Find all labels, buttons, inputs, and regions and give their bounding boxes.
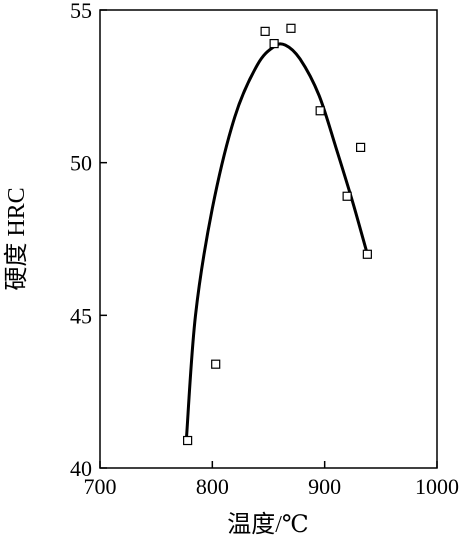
data-points-layer (183, 23, 372, 446)
data-point (342, 191, 352, 201)
fit-curve-line (185, 42, 369, 439)
ticks-layer: 700 800 900 1000 40 45 50 55 (70, 0, 459, 499)
x-axis-label: 温度/℃ (227, 511, 309, 538)
plot-frame (99, 9, 438, 469)
y-tick-label: 40 (70, 456, 92, 481)
data-point (269, 38, 279, 49)
data-point (315, 106, 325, 116)
y-axis-label: 硬度 HRC (3, 187, 30, 290)
data-point (211, 359, 221, 369)
x-tick-label: 900 (308, 474, 341, 499)
y-tick-label: 50 (70, 151, 92, 176)
data-point (260, 26, 270, 36)
data-point (356, 142, 366, 152)
fit-curve-layer (185, 42, 369, 439)
x-tick-label: 700 (84, 474, 117, 499)
x-tick-label: 1000 (415, 474, 459, 499)
data-point (362, 249, 372, 259)
x-tick-label: 800 (196, 474, 229, 499)
data-point (286, 23, 296, 33)
y-tick-label: 55 (70, 0, 92, 23)
data-point (183, 435, 193, 446)
y-tick-label: 45 (70, 303, 92, 328)
